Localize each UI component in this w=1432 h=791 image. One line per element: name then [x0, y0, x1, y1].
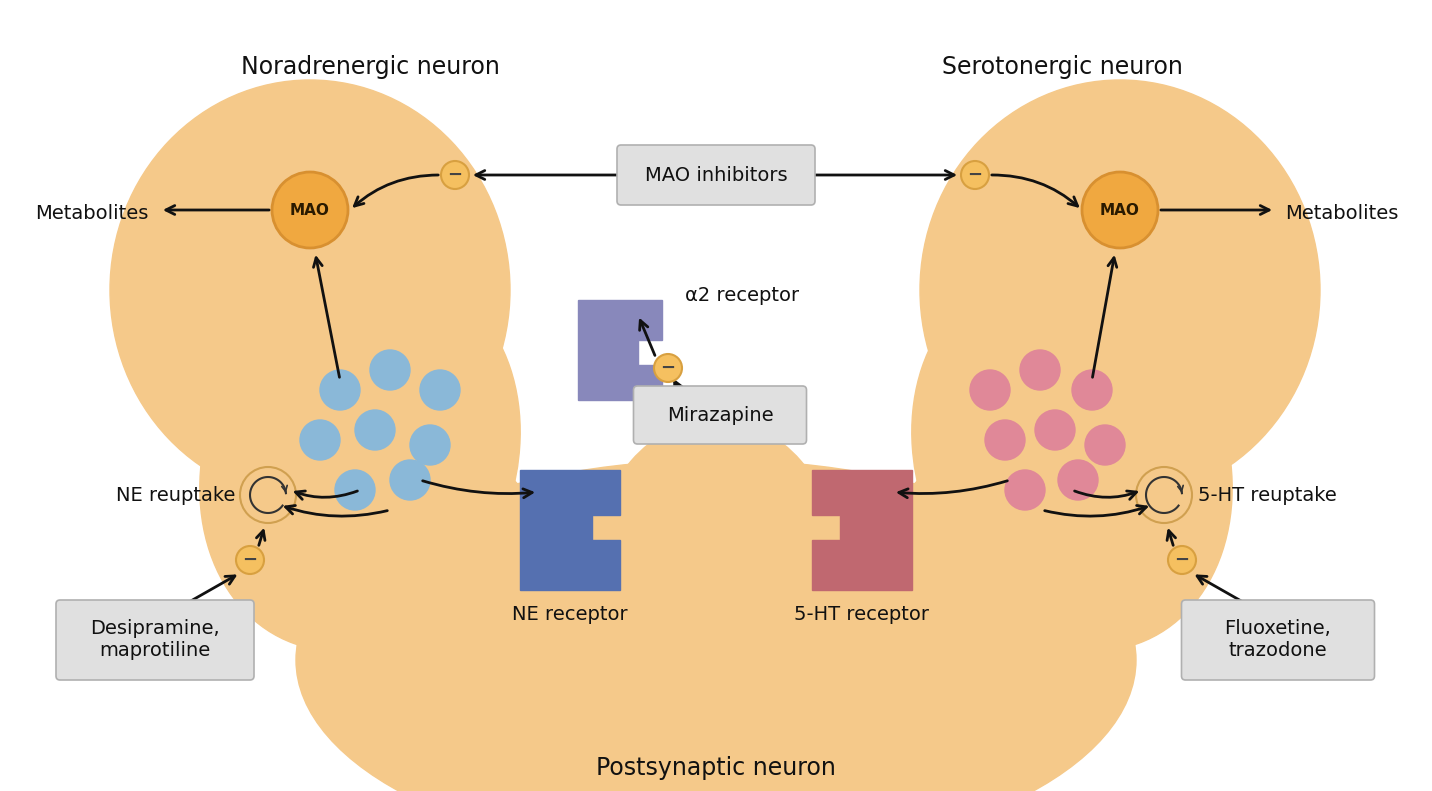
- Circle shape: [1083, 172, 1158, 248]
- Text: α2 receptor: α2 receptor: [684, 286, 799, 305]
- Circle shape: [441, 161, 470, 189]
- Text: −: −: [242, 551, 258, 569]
- Polygon shape: [812, 470, 912, 590]
- Ellipse shape: [325, 460, 534, 719]
- Circle shape: [1085, 425, 1126, 465]
- Circle shape: [355, 410, 395, 450]
- FancyBboxPatch shape: [633, 386, 806, 444]
- Text: −: −: [1174, 551, 1190, 569]
- Text: Noradrenergic neuron: Noradrenergic neuron: [241, 55, 500, 79]
- Circle shape: [1035, 410, 1075, 450]
- Ellipse shape: [110, 80, 510, 500]
- Circle shape: [241, 467, 296, 523]
- Circle shape: [319, 370, 359, 410]
- Circle shape: [420, 370, 460, 410]
- Text: −: −: [447, 166, 463, 184]
- Ellipse shape: [296, 460, 1136, 791]
- Text: Metabolites: Metabolites: [1285, 203, 1399, 222]
- Text: Desipramine,
maprotiline: Desipramine, maprotiline: [90, 619, 221, 660]
- FancyBboxPatch shape: [56, 600, 253, 680]
- Text: Metabolites: Metabolites: [34, 203, 147, 222]
- Text: NE reuptake: NE reuptake: [116, 486, 235, 505]
- Ellipse shape: [898, 460, 1107, 719]
- Circle shape: [1169, 546, 1196, 574]
- Circle shape: [654, 354, 682, 382]
- Circle shape: [299, 420, 339, 460]
- Circle shape: [335, 470, 375, 510]
- Ellipse shape: [919, 80, 1320, 500]
- Circle shape: [1073, 370, 1113, 410]
- Text: 5-HT reuptake: 5-HT reuptake: [1199, 486, 1336, 505]
- FancyBboxPatch shape: [1181, 600, 1375, 680]
- Text: NE receptor: NE receptor: [513, 605, 627, 624]
- Text: −: −: [660, 359, 676, 377]
- Circle shape: [1020, 350, 1060, 390]
- Circle shape: [1136, 467, 1191, 523]
- Circle shape: [961, 161, 990, 189]
- Text: MAO: MAO: [1100, 202, 1140, 218]
- Circle shape: [272, 172, 348, 248]
- Circle shape: [969, 370, 1010, 410]
- Text: MAO: MAO: [291, 202, 329, 218]
- Ellipse shape: [200, 269, 520, 651]
- Circle shape: [236, 546, 263, 574]
- Ellipse shape: [775, 506, 1008, 713]
- Circle shape: [390, 460, 430, 500]
- Text: Fluoxetine,
trazodone: Fluoxetine, trazodone: [1224, 619, 1332, 660]
- Circle shape: [985, 420, 1025, 460]
- Text: MAO inhibitors: MAO inhibitors: [644, 165, 788, 184]
- Text: Postsynaptic neuron: Postsynaptic neuron: [596, 756, 836, 780]
- Ellipse shape: [596, 420, 836, 700]
- Text: −: −: [968, 166, 982, 184]
- Circle shape: [369, 350, 410, 390]
- Ellipse shape: [424, 506, 657, 713]
- Polygon shape: [520, 470, 620, 590]
- Ellipse shape: [912, 269, 1232, 651]
- Polygon shape: [579, 300, 662, 400]
- Circle shape: [410, 425, 450, 465]
- Circle shape: [1058, 460, 1098, 500]
- FancyBboxPatch shape: [617, 145, 815, 205]
- Text: Serotonergic neuron: Serotonergic neuron: [942, 55, 1183, 79]
- Text: 5-HT receptor: 5-HT receptor: [795, 605, 929, 624]
- Circle shape: [1005, 470, 1045, 510]
- Text: Mirazapine: Mirazapine: [667, 406, 773, 425]
